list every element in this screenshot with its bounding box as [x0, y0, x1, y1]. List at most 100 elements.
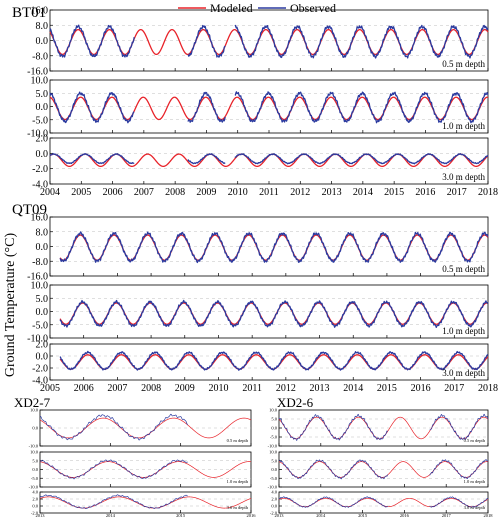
panel-frame	[49, 343, 489, 381]
y-axis-label: Ground Temperature (°C)	[3, 233, 18, 378]
panel: 10.0 5.0 0.0 -5.0 -10.0 0.5 m depth	[268, 408, 489, 449]
x-tick-label: 2006	[74, 383, 94, 394]
series-line-observed	[278, 496, 489, 508]
x-tick-label: 2016	[247, 513, 257, 518]
panel: 10.0 5.0 0.0 -5.0 -10.0 1.0 m depth	[268, 450, 489, 490]
panel-frame	[49, 137, 489, 185]
x-tick-label: 2007	[134, 187, 154, 198]
y-tick-label: -2.0	[31, 511, 39, 516]
series-line-modeled	[59, 354, 489, 370]
y-tick-label: 0.0	[271, 426, 277, 431]
series-line-observed	[59, 231, 489, 264]
panel: 2.0 0.0 -2.0 -4.0 3.0 m depth	[32, 134, 489, 191]
y-tick-label: 10.0	[269, 450, 278, 455]
depth-label: 1.0 m depth	[464, 479, 486, 484]
y-tick-label: -16.0	[27, 67, 48, 78]
depth-label: 3.0 m depth	[442, 368, 485, 378]
y-tick-label: 4.0	[32, 490, 38, 495]
y-tick-label: -5.0	[32, 115, 48, 126]
x-tick-label: 2007	[107, 383, 127, 394]
y-tick-label: -2.0	[32, 364, 48, 375]
series-line-observed	[278, 413, 489, 441]
series-line-modeled	[39, 461, 252, 478]
panel-frame	[39, 491, 252, 514]
y-tick-label: 8.0	[36, 21, 49, 32]
depth-label: 1.0 m depth	[442, 121, 485, 131]
legend-entry: Modeled	[178, 1, 253, 15]
y-tick-label: -10.0	[268, 444, 278, 449]
x-tick-label: 2011	[259, 187, 279, 198]
x-tick-label: 2018	[478, 187, 498, 198]
x-tick-label: 2012	[290, 187, 310, 198]
x-tick-label: 2014	[343, 383, 363, 394]
y-tick-label: 0.0	[32, 467, 38, 472]
chart-title: BT01	[12, 5, 46, 21]
y-tick-label: -4.0	[32, 180, 48, 191]
x-tick-label: 2009	[175, 383, 195, 394]
series-line-observed	[49, 91, 489, 124]
y-tick-label: 10.0	[31, 281, 49, 292]
y-tick-label: -8.0	[32, 257, 48, 268]
chart-title: XD2-7	[14, 395, 51, 410]
x-tick-label: 2005	[40, 383, 60, 394]
x-tick-label: 2017	[442, 513, 452, 518]
y-tick-label: 10.0	[31, 76, 49, 87]
chart-xd2-7: XD2-710.00.0-10.00.5 m depth10.05.00.0-5…	[14, 395, 256, 518]
y-tick-label: -5.0	[270, 476, 278, 481]
series-line-observed	[39, 413, 188, 441]
y-tick-label: -5.0	[32, 320, 48, 331]
y-tick-label: -2.0	[32, 164, 48, 175]
y-tick-label: 10.0	[269, 408, 278, 413]
y-tick-label: 5.0	[271, 458, 277, 463]
series-line-observed	[59, 299, 489, 329]
y-tick-label: 16.0	[31, 213, 49, 224]
x-tick-label: 2010	[228, 187, 248, 198]
depth-label: 1.0 m depth	[442, 326, 485, 336]
depth-label: 0.5 m depth	[442, 264, 485, 274]
x-tick-label: 2005	[71, 187, 91, 198]
y-tick-label: 5.0	[271, 417, 277, 422]
x-tick-label: 2017	[444, 383, 464, 394]
y-tick-label: 10.0	[30, 450, 39, 455]
y-tick-label: 4.0	[271, 490, 277, 495]
series-line-observed	[49, 152, 489, 165]
x-tick-label: 2013	[322, 187, 342, 198]
x-tick-label: 2004	[40, 187, 60, 198]
depth-label: 0.5 m depth	[227, 438, 249, 443]
x-tick-label: 2013	[36, 513, 46, 518]
y-tick-label: -16.0	[27, 272, 48, 283]
panel: 16.0 8.0 0.0 -8.0 -16.0 0.5 m depth	[27, 6, 489, 78]
x-tick-label: 2011	[242, 383, 262, 394]
y-tick-label: 0.0	[271, 467, 277, 472]
x-tick-label: 2014	[353, 187, 373, 198]
x-tick-label: 2014	[316, 513, 326, 518]
y-tick-label: 0.0	[36, 36, 49, 47]
x-tick-label: 2013	[310, 383, 330, 394]
x-tick-label: 2016	[415, 187, 435, 198]
series-line-observed	[59, 350, 489, 371]
depth-label: 3.0 m depth	[442, 172, 485, 182]
y-tick-label: 10.0	[30, 408, 39, 413]
panel: 16.0 8.0 0.0 -8.0 -16.0 0.5 m depth	[27, 213, 489, 283]
y-tick-label: 0.0	[32, 504, 38, 509]
y-tick-label: -4.0	[32, 376, 48, 387]
panel-frame	[278, 491, 489, 514]
y-tick-label: -10.0	[27, 334, 48, 345]
y-tick-label: -10.0	[29, 444, 39, 449]
y-tick-label: 0.0	[36, 242, 49, 253]
x-tick-label: 2016	[400, 513, 410, 518]
series-line-observed	[49, 24, 489, 59]
x-tick-label: 2012	[276, 383, 296, 394]
depth-label: 0.5 m depth	[464, 438, 486, 443]
y-tick-label: 2.0	[32, 497, 38, 502]
depth-label: 3.0 m depth	[227, 505, 249, 510]
legend: Modeled Observed	[178, 1, 336, 15]
y-tick-label: -10.0	[29, 485, 39, 490]
legend-entry: Observed	[258, 1, 336, 15]
y-tick-label: 0.0	[36, 149, 49, 160]
y-tick-label: 5.0	[32, 458, 38, 463]
y-tick-label: -10.0	[27, 129, 48, 140]
